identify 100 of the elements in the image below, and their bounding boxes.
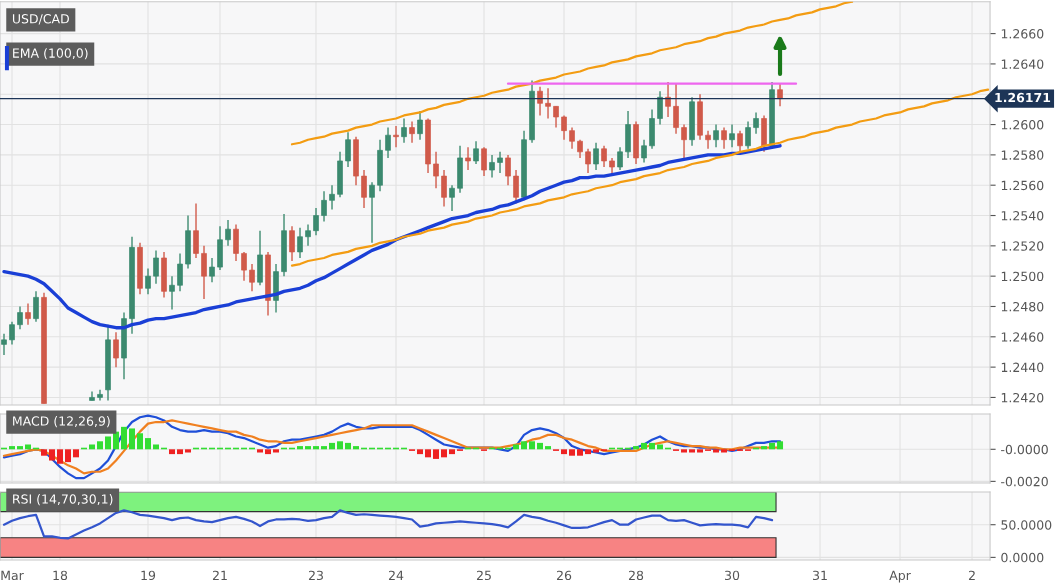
bar <box>49 449 55 461</box>
bar <box>657 444 664 450</box>
candlestick <box>241 251 247 282</box>
candlestick <box>553 105 559 129</box>
bar <box>529 441 536 450</box>
y-tick-label: 1.2640 <box>1001 59 1044 69</box>
bar <box>689 449 696 453</box>
x-tick-label: 31 <box>813 570 827 581</box>
bar <box>449 449 456 455</box>
candlestick <box>537 85 543 117</box>
y-tick-label: 1.2420 <box>1001 392 1044 403</box>
legend-label: EMA (100,0) <box>13 48 88 60</box>
bar <box>569 449 576 456</box>
y-tick-label: 1.2460 <box>1001 332 1044 342</box>
candlestick <box>153 249 159 285</box>
candlestick <box>225 219 231 247</box>
bar <box>169 449 176 455</box>
candlestick <box>89 390 95 402</box>
bar <box>305 446 312 450</box>
chart-title: RSI (14,70,30,1) <box>13 494 113 506</box>
bar <box>265 449 272 455</box>
candlestick <box>393 125 399 148</box>
candlestick <box>721 126 727 150</box>
bar <box>345 442 352 450</box>
bar <box>577 449 584 456</box>
candlestick <box>713 123 719 148</box>
x-tick-label: 28 <box>628 570 644 581</box>
candlestick <box>433 151 439 189</box>
bar <box>257 449 264 453</box>
bar <box>633 446 640 450</box>
candlestick <box>617 146 623 171</box>
y-tick-label: 1.2520 <box>1001 241 1044 251</box>
candlestick <box>361 169 367 209</box>
bar <box>681 449 688 453</box>
bar <box>777 441 784 450</box>
x-tick-label: 21 <box>212 570 227 580</box>
x-tick-label: 23 <box>308 570 323 581</box>
y-tick-label: 1.2600 <box>1001 120 1044 130</box>
bar <box>417 449 424 455</box>
bar <box>593 449 600 453</box>
bar <box>545 446 552 450</box>
bar <box>17 446 23 450</box>
x-tick-label: 30 <box>725 570 740 581</box>
bar <box>761 446 768 450</box>
bar <box>641 442 648 450</box>
candlestick <box>705 129 711 150</box>
bar <box>649 442 656 450</box>
candlestick <box>1 333 7 356</box>
line-series <box>2 144 782 330</box>
bar <box>137 433 144 450</box>
x-tick-label: 2 <box>968 570 975 580</box>
bar <box>337 441 344 450</box>
bar <box>89 444 95 450</box>
bar <box>121 426 128 450</box>
bar <box>697 449 704 453</box>
candlestick <box>17 305 23 330</box>
candlestick <box>561 114 567 141</box>
bar <box>721 449 728 453</box>
line-series <box>290 1 854 146</box>
candlestick <box>729 123 735 148</box>
candlestick <box>681 123 687 159</box>
candlestick <box>417 110 423 141</box>
candlestick <box>345 131 351 168</box>
bar <box>329 442 336 450</box>
bar <box>297 446 304 450</box>
y-tick-label: 50.0000 <box>1001 520 1052 530</box>
line-series <box>2 509 774 540</box>
candlestick <box>545 87 551 120</box>
candlestick <box>601 145 607 168</box>
y-tick-label: 1.2480 <box>1001 301 1044 312</box>
candlestick <box>641 139 647 164</box>
candlestick <box>201 245 207 300</box>
candlestick <box>657 90 663 126</box>
bar <box>769 442 776 450</box>
candlestick <box>25 302 31 326</box>
bar <box>153 444 160 450</box>
candlestick <box>593 142 599 171</box>
bar <box>57 449 63 464</box>
candlestick <box>753 111 759 135</box>
y-tick-label: 1.2540 <box>1001 211 1044 221</box>
candlestick <box>33 290 39 323</box>
bar <box>521 441 528 450</box>
candlestick <box>497 151 503 174</box>
bar <box>105 436 111 450</box>
candlestick <box>585 148 591 174</box>
bar <box>433 449 440 459</box>
candlestick <box>441 169 447 208</box>
bar <box>561 449 568 455</box>
y-tick-label: 1.2560 <box>1001 180 1044 191</box>
x-tick-label: Apr <box>889 570 911 583</box>
candlestick <box>569 126 575 150</box>
candlestick <box>665 81 671 118</box>
bar <box>513 444 520 450</box>
candlestick <box>313 207 319 236</box>
candlestick <box>193 202 199 259</box>
x-tick-label: 25 <box>476 570 491 581</box>
y-tick-label: 0.0000 <box>1001 552 1044 563</box>
candlestick <box>577 139 583 159</box>
bar <box>129 428 136 450</box>
candlestick <box>473 140 479 165</box>
